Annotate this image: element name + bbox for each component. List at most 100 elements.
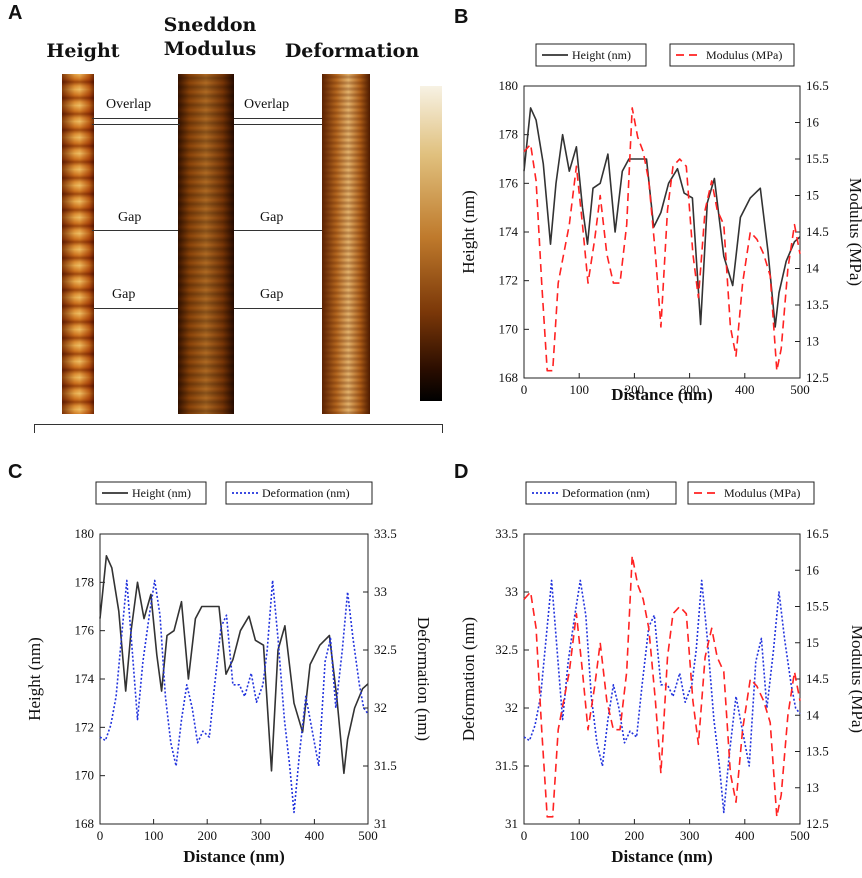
- chart-d-y-tick-label: 31: [505, 816, 518, 831]
- chart-b-y2-tick-label: 15: [806, 188, 819, 203]
- chart-c: 0 100 200 300 400 500 168 170 172 174 176 178 180 31 3…: [25, 481, 433, 866]
- chart-c-x-tick-label: 300: [251, 828, 271, 843]
- chart-b-legend-label-1: Modulus (MPa): [706, 48, 782, 62]
- chart-d-x-tick-label: 300: [680, 828, 700, 843]
- chart-d-y2-tick-label: 12.5: [806, 816, 829, 831]
- chart-b-y2-tick-label: 16: [806, 115, 820, 130]
- chart-b-x-axis-label: Distance (nm): [611, 385, 713, 404]
- chart-d-x-tick-label: 200: [625, 828, 645, 843]
- chart-b-y-axis-label: Height (nm): [459, 190, 478, 274]
- afm-colorbar: [420, 86, 442, 401]
- chart-d-y2-tick-label: 16: [806, 562, 820, 577]
- chart-d-series-line-0: [523, 579, 801, 814]
- chart-c-x-tick-label: 500: [358, 828, 378, 843]
- chart-d-y2-tick-label: 14: [806, 707, 820, 722]
- chart-b-y2-tick-label: 16.5: [806, 78, 829, 93]
- chart-c-x-tick-label: 0: [97, 828, 104, 843]
- chart-d-y-axis-label: Deformation (nm): [459, 617, 478, 741]
- overlap-marker-1b: [92, 124, 180, 125]
- overlap-marker-2: [234, 118, 322, 119]
- panel-letter-a: A: [8, 2, 23, 24]
- chart-d-x-tick-label: 0: [521, 828, 528, 843]
- chart-b-y-tick-label: 172: [499, 273, 519, 288]
- chart-c-series-line-1: [99, 579, 369, 814]
- chart-b-x-tick-label: 0: [521, 382, 528, 397]
- chart-c-y2-tick-label: 33: [374, 584, 387, 599]
- chart-c-y2-tick-label: 32: [374, 700, 387, 715]
- chart-d-x-tick-label: 400: [735, 828, 755, 843]
- chart-b-legend-label-0: Height (nm): [572, 48, 631, 62]
- gap-marker-4: [234, 308, 322, 309]
- chart-c-y-tick-label: 170: [75, 768, 95, 783]
- chart-c-y-tick-label: 172: [75, 719, 95, 734]
- chart-c-x-axis-label: Distance (nm): [183, 847, 285, 866]
- chart-d-y2-tick-label: 15.5: [806, 599, 829, 614]
- chart-c-y-tick-label: 178: [75, 574, 95, 589]
- panel-letter-b: B: [454, 6, 469, 28]
- chart-c-y2-tick-label: 33.5: [374, 526, 397, 541]
- chart-d-y-tick-label: 32.5: [495, 642, 518, 657]
- gap-label-1: Gap: [118, 210, 142, 225]
- chart-b-y2-tick-label: 15.5: [806, 151, 829, 166]
- chart-b-y2-tick-label: 14: [806, 261, 820, 276]
- gap-marker-3: [94, 308, 178, 309]
- chart-d: 0 100 200 300 400 500 31 31.5 32 32.5 33 33.5 12.5 13…: [459, 481, 862, 866]
- chart-c-y-tick-label: 168: [75, 816, 95, 831]
- chart-c-x-tick-label: 100: [144, 828, 164, 843]
- chart-b-legend-box-0: [535, 43, 647, 67]
- chart-b-y-tick-label: 176: [499, 175, 519, 190]
- afm-scalebar: [34, 424, 443, 433]
- chart-c-series-line-0: [99, 555, 369, 775]
- chart-c-legend-label-1: Deformation (nm): [262, 486, 350, 500]
- afm-height-label: Height: [46, 40, 120, 62]
- chart-d-y2-tick-label: 14.5: [806, 671, 829, 686]
- chart-d-y-tick-label: 31.5: [495, 758, 518, 773]
- chart-d-y2-tick-label: 13.5: [806, 744, 829, 759]
- overlap-marker-2b: [234, 124, 322, 125]
- chart-c-plot-frame: [99, 533, 369, 825]
- chart-c-y2-tick-label: 31: [374, 816, 387, 831]
- afm-deformation-image: [322, 74, 370, 414]
- chart-b-y2-tick-label: 13.5: [806, 297, 829, 312]
- chart-d-y2-axis-label: Modulus (MPa): [848, 625, 862, 733]
- chart-b-y-tick-label: 180: [499, 78, 519, 93]
- chart-d-x-axis-label: Distance (nm): [611, 847, 713, 866]
- chart-b-y2-tick-label: 12.5: [806, 370, 829, 385]
- chart-c-y2-tick-label: 31.5: [374, 758, 397, 773]
- panel-letter-d: D: [454, 461, 469, 483]
- chart-b-series-line-1: [523, 107, 801, 372]
- chart-b: 0 100 200 300 400 500 168 170 172 174 176 178 180 12.…: [459, 43, 862, 404]
- chart-d-legend-box-0: [525, 481, 677, 505]
- chart-d-x-tick-label: 100: [569, 828, 589, 843]
- chart-c-x-tick-label: 200: [197, 828, 217, 843]
- gap-label-2: Gap: [260, 210, 284, 225]
- chart-b-y-tick-label: 170: [499, 321, 519, 336]
- overlap-marker-1: [92, 118, 180, 119]
- chart-d-x-tick-label: 500: [790, 828, 810, 843]
- chart-d-y2-tick-label: 16.5: [806, 526, 829, 541]
- panel-letter-c: C: [8, 461, 23, 483]
- gap-marker-1: [92, 230, 178, 231]
- chart-c-y-axis-label: Height (nm): [25, 637, 44, 721]
- chart-c-legend-box-1: [225, 481, 373, 505]
- chart-b-x-tick-label: 300: [680, 382, 700, 397]
- afm-height-image: [62, 74, 94, 414]
- chart-c-y2-axis-label: Deformation (nm): [414, 617, 433, 741]
- chart-c-legend-box-0: [95, 481, 207, 505]
- afm-deformation-label: Deformation: [284, 40, 420, 62]
- chart-d-y-tick-label: 32: [505, 700, 518, 715]
- chart-b-x-tick-label: 100: [569, 382, 589, 397]
- chart-b-legend-box-1: [669, 43, 795, 67]
- chart-b-y-tick-label: 178: [499, 127, 519, 142]
- chart-d-y-tick-label: 33.5: [495, 526, 518, 541]
- chart-d-legend-label-1: Modulus (MPa): [724, 486, 800, 500]
- chart-b-y2-tick-label: 13: [806, 334, 819, 349]
- overlap-label-1: Overlap: [106, 97, 152, 112]
- gap-label-4: Gap: [260, 287, 284, 302]
- chart-d-y2-tick-label: 15: [806, 635, 819, 650]
- chart-c-y-tick-label: 174: [75, 671, 95, 686]
- chart-c-legend-label-0: Height (nm): [132, 486, 191, 500]
- chart-b-y2-tick-label: 14.5: [806, 224, 829, 239]
- chart-d-y-tick-label: 33: [505, 584, 518, 599]
- chart-d-series-line-1: [523, 555, 801, 818]
